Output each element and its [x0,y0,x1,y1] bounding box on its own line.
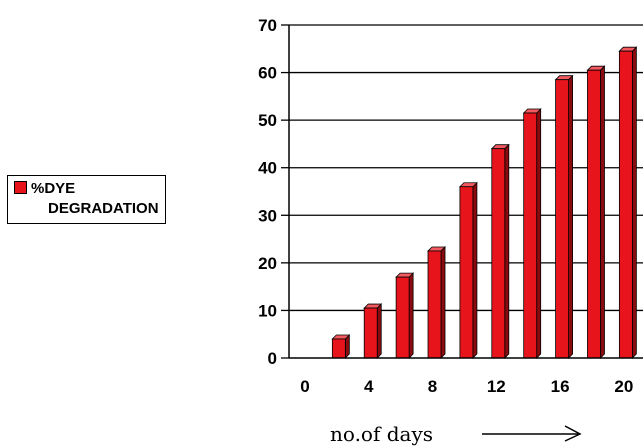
y-tick-label: 50 [258,111,277,130]
bar [458,181,478,359]
x-tick-label: 0 [300,377,309,396]
x-tick-label: 16 [551,377,570,396]
y-tick-label: 30 [258,206,277,225]
legend-label-line2: DEGRADATION [48,200,159,217]
legend-swatch [14,181,27,194]
bar [618,46,638,359]
x-axis-label: no.of days [330,422,433,446]
y-tick-label: 60 [258,64,277,83]
y-tick-label: 40 [258,159,277,178]
bar [395,272,415,359]
bar [427,245,446,359]
y-tick-labels: 0 10 20 30 40 50 60 70 [258,16,277,368]
bar [522,108,542,359]
bar [554,74,574,359]
legend-label-line1: %DYE [31,180,76,197]
right-arrow-icon [482,425,582,442]
bar [331,334,351,359]
bar [586,65,606,359]
bar [490,143,510,359]
bars [331,46,638,359]
y-tick-label: 10 [258,301,277,320]
axes [281,24,643,359]
x-tick-labels: 0 4 8 12 16 20 [300,377,633,396]
y-tick-label: 0 [268,349,277,368]
x-tick-label: 12 [487,377,506,396]
bar [363,303,383,359]
legend-label: %DYE DEGRADATION [31,179,159,219]
x-tick-label: 20 [614,377,633,396]
x-tick-label: 8 [428,377,437,396]
y-tick-label: 70 [258,16,277,35]
legend: %DYE DEGRADATION [7,175,166,224]
y-tick-label: 20 [258,254,277,273]
x-tick-label: 4 [364,377,374,396]
